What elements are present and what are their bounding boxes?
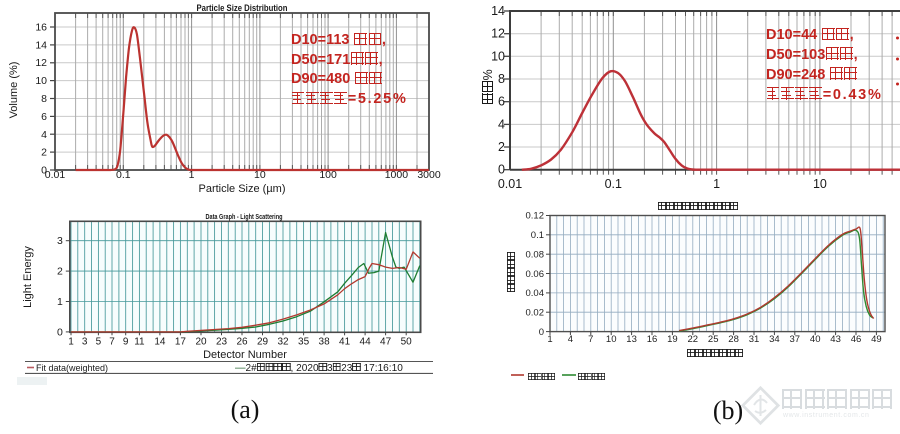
svg-text:0.02: 0.02 [526,308,545,319]
svg-text:4: 4 [41,129,47,141]
svg-text:2: 2 [41,147,47,159]
svg-text:20: 20 [195,337,207,348]
svg-text:10: 10 [35,75,47,87]
svg-text:1: 1 [713,177,720,191]
svg-text:32: 32 [277,337,289,348]
svg-text:Detector Number: Detector Number [203,349,287,361]
svg-text:Particle Size Distribution: Particle Size Distribution [197,3,288,14]
svg-text:3: 3 [82,337,88,348]
svg-text:3: 3 [57,235,63,247]
svg-text:1: 1 [547,334,552,345]
svg-text:7: 7 [109,337,115,348]
svg-text:5: 5 [96,337,102,348]
svg-text:8: 8 [498,72,505,86]
svg-text:16: 16 [647,334,658,345]
svg-text:7: 7 [588,334,593,345]
svg-text:23: 23 [216,337,228,348]
svg-text:Volume (%): Volume (%) [8,62,20,119]
svg-text:1: 1 [57,296,63,308]
svg-text:25: 25 [708,334,719,345]
svg-text:0.01: 0.01 [45,169,66,181]
svg-text:47: 47 [380,337,392,348]
svg-text:35: 35 [298,337,310,348]
svg-text:Particle Size (µm): Particle Size (µm) [198,183,285,195]
svg-text:12: 12 [491,27,505,41]
svg-text:17: 17 [175,337,187,348]
svg-text:10: 10 [813,177,827,191]
svg-text:9: 9 [123,337,129,348]
svg-text:11: 11 [134,337,145,348]
svg-text:0.1: 0.1 [116,169,131,181]
svg-text:0.01: 0.01 [498,177,522,191]
svg-text:3000: 3000 [417,169,441,181]
svg-text:0.1: 0.1 [605,177,622,191]
svg-text:26: 26 [236,337,248,348]
svg-text:0: 0 [498,163,505,177]
svg-text:0.06: 0.06 [526,269,545,280]
svg-text:40: 40 [810,334,821,345]
svg-text:38: 38 [319,337,331,348]
svg-text:14: 14 [154,337,166,348]
svg-text:14: 14 [35,39,47,51]
svg-text:0: 0 [41,165,47,177]
svg-text:6: 6 [41,111,47,123]
svg-text:37: 37 [790,334,801,345]
svg-text:43: 43 [830,334,841,345]
svg-text:1: 1 [189,169,195,181]
svg-text:6: 6 [498,95,505,109]
svg-text:13: 13 [626,334,637,345]
svg-text:0.08: 0.08 [526,249,545,260]
svg-text:0.12: 0.12 [526,211,545,222]
svg-text:49: 49 [871,334,882,345]
svg-text:8: 8 [41,93,47,105]
svg-text:12: 12 [35,57,47,69]
svg-text:22: 22 [688,334,699,345]
svg-text:0.04: 0.04 [526,288,545,299]
svg-text:4: 4 [568,334,573,345]
svg-text:2: 2 [57,266,63,278]
svg-text:34: 34 [769,334,780,345]
svg-text:Fit data(weighted): Fit data(weighted) [36,363,108,374]
svg-text:29: 29 [257,337,269,348]
svg-text:10: 10 [491,49,505,63]
svg-text:28: 28 [728,334,739,345]
svg-text:16: 16 [35,22,47,34]
svg-text:50: 50 [401,337,413,348]
svg-text:14: 14 [491,4,505,18]
svg-text:0: 0 [57,326,63,338]
svg-text:0: 0 [539,327,544,338]
svg-text:1: 1 [68,337,74,348]
svg-text:Light Energy: Light Energy [22,246,34,308]
svg-text:4: 4 [498,117,505,131]
svg-text:19: 19 [667,334,678,345]
svg-text:10: 10 [254,169,266,181]
svg-text:Data Graph - Light Scattering: Data Graph - Light Scattering [206,212,283,221]
svg-text:10: 10 [606,334,617,345]
svg-text:1000: 1000 [385,169,409,181]
svg-text:2: 2 [498,140,505,154]
svg-text:0.1: 0.1 [531,230,544,241]
svg-text:46: 46 [851,334,862,345]
svg-text:44: 44 [360,337,372,348]
svg-text:41: 41 [339,337,351,348]
svg-text:100: 100 [319,169,337,181]
svg-text:31: 31 [749,334,760,345]
